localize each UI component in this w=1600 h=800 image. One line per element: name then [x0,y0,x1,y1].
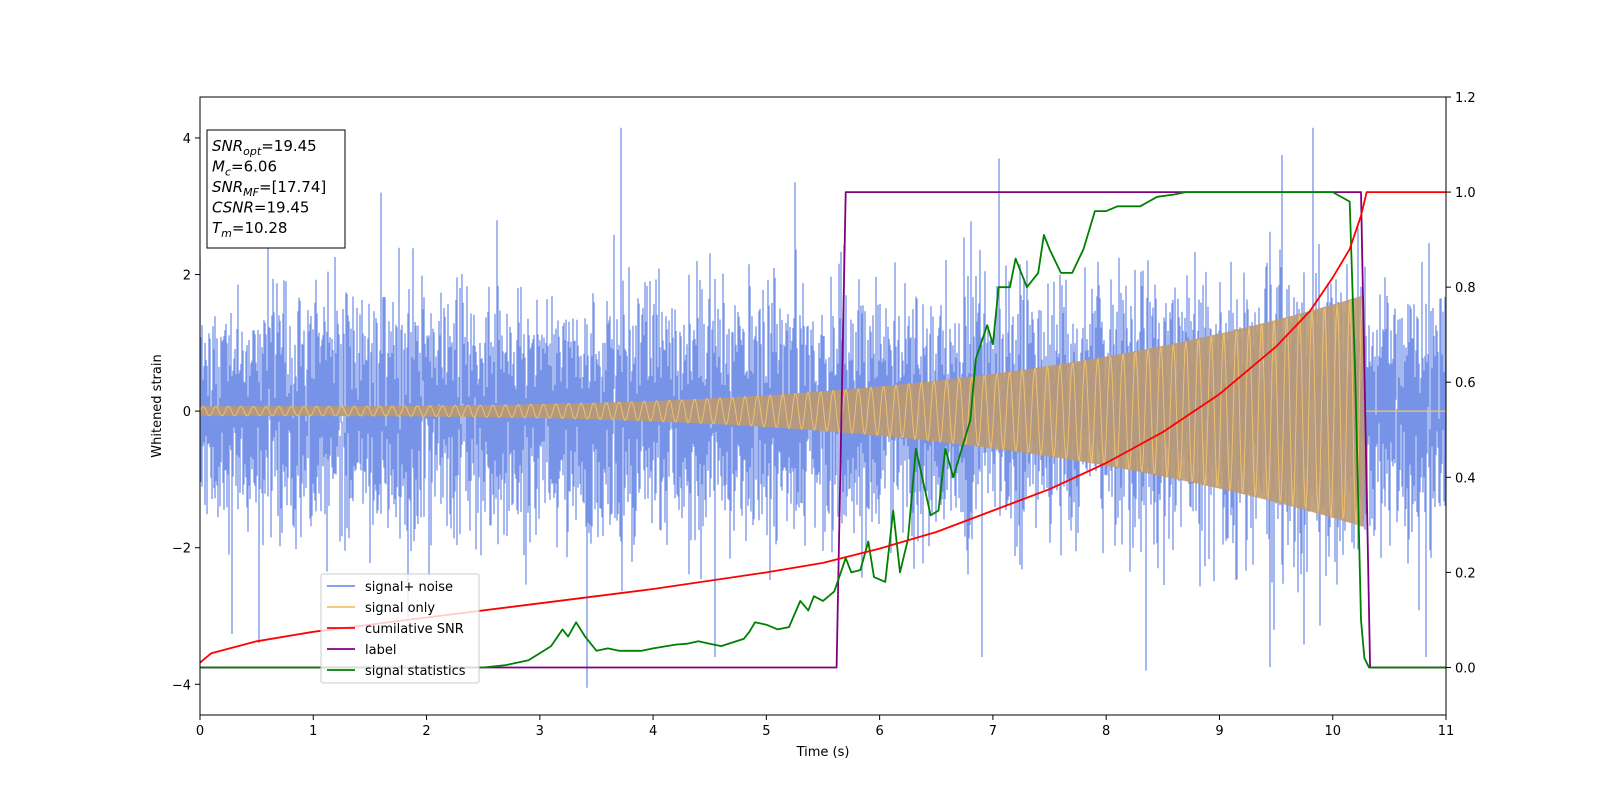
legend: signal+ noise signal only cumilative SNR la… [320,573,480,684]
annotation-line: SNRopt=19.45 [212,137,317,158]
y-right-tick-label: 0.2 [1455,566,1476,581]
y-right-tick-label: 0.4 [1455,471,1476,486]
axes: 0 1 2 3 4 5 6 7 8 9 10 11 −4 −2 0 2 4 0.0 0.2 0.4 0.6 0.8 1.0 1… [172,91,1476,739]
legend-signal-only: signal only [327,601,435,616]
y-left-tick-label: 4 [183,132,191,147]
signal-only-line [200,297,1365,525]
legend-label-text: signal+ noise [365,580,453,595]
legend-label-text: cumilative SNR [365,622,464,637]
x-tick-label: 5 [762,724,770,739]
x-tick-label: 4 [649,724,657,739]
y-left-tick-label: 0 [183,405,191,420]
y-left-tick-label: 2 [183,269,191,284]
legend-label-text: label [365,643,396,658]
y-left-tick-label: −2 [172,542,191,557]
annotation-line: CSNR=19.45 [212,199,309,217]
signal-only-band [200,295,1446,528]
x-tick-label: 6 [875,724,883,739]
annotation-line: Tm=10.28 [212,219,287,240]
y-right-tick-label: 1.2 [1455,91,1476,106]
legend-label-text: signal statistics [365,664,466,679]
x-tick-label: 2 [422,724,430,739]
legend-label: label [327,643,396,658]
legend-frame [320,573,480,684]
annotation-line: Mc=6.06 [212,158,277,179]
y-right-tick-label: 0.8 [1455,281,1476,296]
x-tick-label: 0 [196,724,204,739]
signal-statistics-line [200,191,1446,669]
plot-frame [199,96,1447,716]
x-tick-label: 11 [1438,724,1455,739]
y-right-tick-label: 0.6 [1455,376,1476,391]
y-axis-label: Whitened strain [150,354,165,457]
legend-label-text: signal only [365,601,435,616]
legend-cumulative-snr: cumilative SNR [327,622,464,637]
x-tick-label: 9 [1215,724,1223,739]
signal-only-series [200,295,1446,528]
legend-signal-statistics: signal statistics [327,664,466,679]
annotation-line: SNRMF=[17.74] [212,178,326,199]
y-left-tick-label: −4 [172,678,191,693]
annotation-box: SNRopt=19.45Mc=6.06SNRMF=[17.74]CSNR=19.… [206,129,346,249]
x-axis-label: Time (s) [796,745,850,760]
legend-signal-noise: signal+ noise [327,580,453,595]
x-tick-label: 8 [1102,724,1110,739]
y-right-tick-label: 0.0 [1455,661,1476,676]
x-tick-label: 7 [989,724,997,739]
x-tick-label: 3 [536,724,544,739]
y-right-tick-label: 1.0 [1455,186,1476,201]
x-tick-label: 1 [309,724,317,739]
x-tick-label: 10 [1324,724,1341,739]
